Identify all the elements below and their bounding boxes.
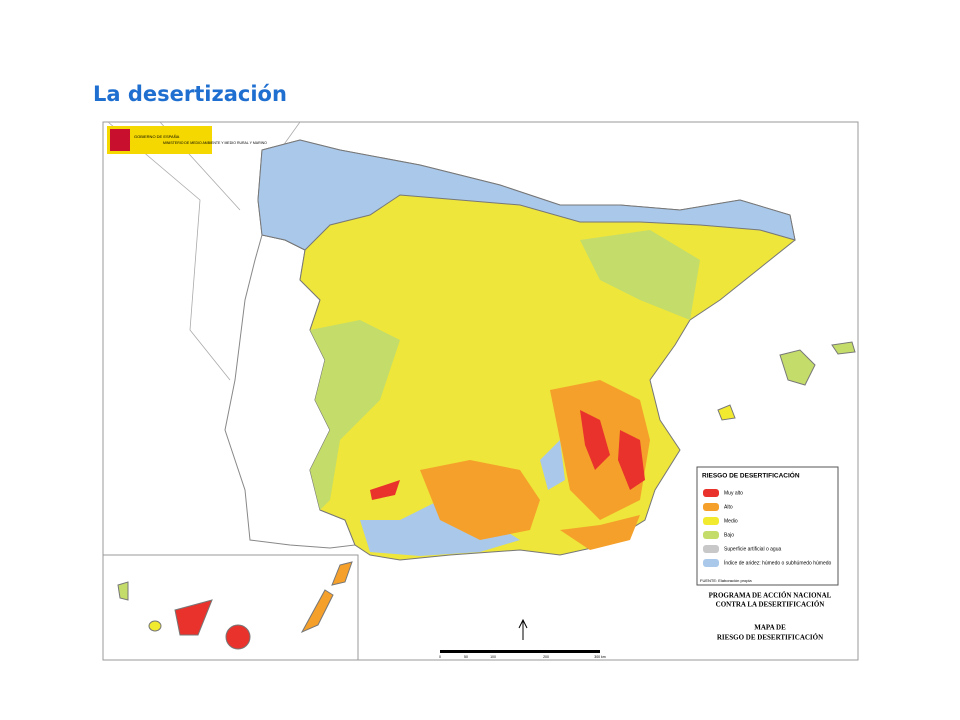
la-gomera [148,620,162,632]
slide-title: La desertización [93,82,287,106]
government: GOBIERNO DE ESPAÑA [134,134,180,139]
scale-label: 300 km [594,655,606,659]
scale-label: 200 [543,655,549,659]
gran-canaria [225,624,251,650]
legend-swatch [703,517,719,525]
zone-muy-alto [618,430,645,490]
tenerife [174,599,213,636]
north-arrow [518,618,528,640]
legend-label: Alto [724,504,733,510]
legend [696,466,839,586]
legend-swatch [703,531,719,539]
legend-swatch [703,559,719,567]
zone-alto [420,460,540,540]
program-line: PROGRAMA DE ACCIÓN NACIONAL [709,592,832,600]
map-title-line: RIESGO DE DESERTIFICACIÓN [717,634,823,642]
scale-label: 0 [439,655,441,659]
legend-source: FUENTE: Elaboración propia [700,578,752,583]
zone-alto [560,515,640,550]
legend-label: Medio [724,518,738,524]
program-line: CONTRA LA DESERTIFICACIÓN [716,601,825,609]
zone-muy-alto [370,480,400,500]
scale-label: 100 [490,655,496,659]
legend-swatch [703,545,719,553]
scale-label: 50 [464,655,468,659]
legend-label: Muy alto [724,490,743,496]
zone-humedo [257,139,796,251]
menorca [831,341,856,355]
legend-label: Superficie artificial o agua [724,546,781,552]
legend-swatch [703,503,719,511]
zone-humedo [360,500,520,556]
scale-bar [440,650,600,653]
ibiza [717,404,736,421]
coat-of-arms [110,129,130,151]
fuerteventura [300,589,334,634]
zone-muy-alto [580,410,610,470]
zone-bajo [580,230,700,320]
legend-label: Bajo [724,532,734,538]
map-title-line: MAPA DE [754,624,786,632]
mallorca [779,349,816,386]
legend-label: Índice de aridez: húmedo o subhúmedo húm… [724,559,832,566]
ministry: MINISTERIO DE MEDIO AMBIENTE Y MEDIO RUR… [163,141,267,145]
zone-bajo [310,320,400,510]
lanzarote [331,561,353,586]
zone-humedo [540,440,565,490]
legend-swatch [703,489,719,497]
legend-title: RIESGO DE DESERTIFICACIÓN [702,471,800,480]
la-palma [117,581,129,601]
